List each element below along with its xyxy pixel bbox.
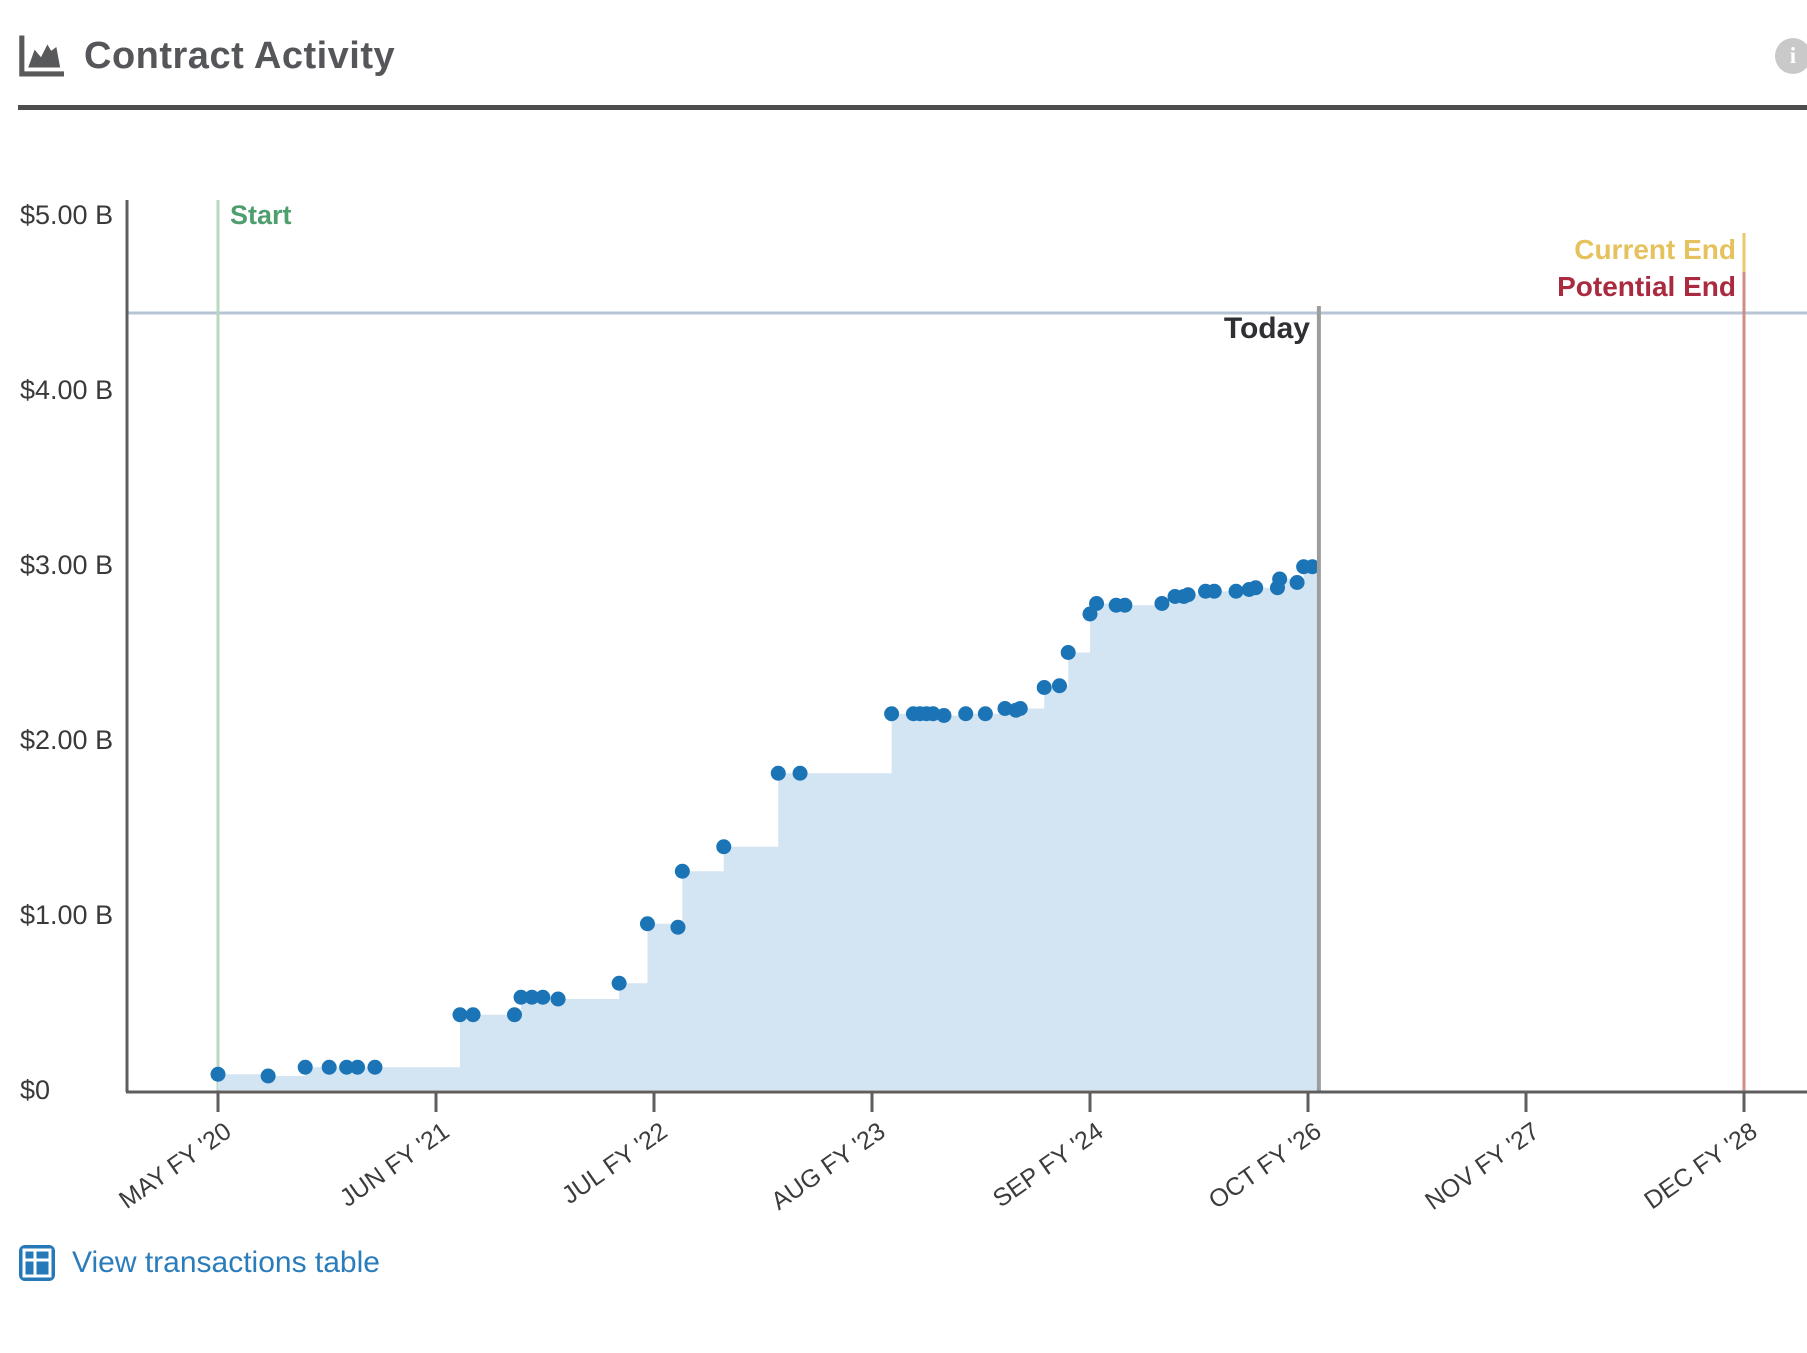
transaction-point[interactable] [716,839,732,855]
cumulative-area [218,566,1319,1090]
transaction-point[interactable] [465,1007,481,1023]
current-end-label: Current End [1574,234,1736,265]
chart-title: Contract Activity [84,34,396,77]
y-tick-label: $5.00 B [20,200,113,230]
transaction-point[interactable] [958,706,974,722]
y-tick-label: $3.00 B [20,550,113,580]
view-transactions-table-label: View transactions table [72,1246,380,1279]
y-tick-label: $1.00 B [20,900,113,930]
transaction-point[interactable] [1248,580,1264,596]
transaction-point[interactable] [1089,596,1105,611]
info-icon[interactable]: i [1775,38,1807,74]
transaction-point[interactable] [1289,575,1305,590]
x-tick-label: JUN FY '21 [335,1117,455,1213]
transaction-point[interactable] [674,863,690,879]
x-tick-label: MAY FY '20 [114,1117,236,1214]
transaction-point[interactable] [1180,587,1196,603]
transaction-point[interactable] [1154,596,1170,611]
transaction-point[interactable] [452,1007,468,1023]
potential-end-label: Potential End [1557,271,1736,302]
transaction-point[interactable] [513,989,529,1005]
transaction-point[interactable] [524,989,540,1005]
transaction-point[interactable] [977,706,993,722]
today-label: Today [1224,312,1310,345]
y-tick-label: $4.00 B [20,375,113,405]
y-tick-label: $2.00 B [20,725,113,755]
start-label: Start [230,200,292,230]
transaction-point[interactable] [884,706,900,722]
transaction-point[interactable] [297,1059,313,1075]
transaction-points-layer [210,559,1320,1084]
header-divider [18,105,1807,110]
transaction-point[interactable] [1228,583,1244,599]
chart-header: Contract Activity [18,26,1807,86]
x-tick-label: AUG FY '23 [766,1117,890,1216]
table-icon [19,1245,55,1281]
view-transactions-table-link[interactable]: View transactions table [18,1244,380,1282]
x-tick-label: SEP FY '24 [988,1117,1109,1213]
transaction-point[interactable] [611,975,627,991]
transaction-point[interactable] [339,1059,355,1075]
transaction-point[interactable] [550,991,566,1007]
transaction-point[interactable] [670,919,686,935]
transaction-point[interactable] [1036,680,1052,695]
transaction-point[interactable] [1060,645,1076,660]
transaction-point[interactable] [936,708,952,723]
transaction-point[interactable] [1304,559,1320,575]
x-tick-label: NOV FY '27 [1420,1117,1544,1216]
y-tick-label: $0 [20,1075,50,1105]
transaction-point[interactable] [210,1066,226,1082]
transaction-point[interactable] [260,1068,276,1084]
x-tick-label: DEC FY '28 [1639,1117,1762,1215]
transaction-point[interactable] [1051,678,1067,694]
transaction-point[interactable] [367,1059,383,1075]
transaction-point[interactable] [639,916,655,932]
transaction-point[interactable] [792,765,808,781]
y-axis-labels: $5.00 B $4.00 B $3.00 B $2.00 B $1.00 B $0 [20,200,113,1105]
transaction-point[interactable] [535,989,551,1005]
transaction-point[interactable] [1272,571,1288,587]
transaction-point[interactable] [770,765,786,781]
x-tick-label: OCT FY '26 [1204,1117,1327,1215]
x-axis-ticks: MAY FY '20 JUN FY '21 JUL FY '22 AUG FY '23… [114,1092,1762,1216]
transaction-point[interactable] [350,1059,366,1075]
transaction-point[interactable] [1117,597,1133,613]
transaction-point[interactable] [1012,701,1028,716]
x-tick-label: JUL FY '22 [557,1117,673,1210]
info-icon-glyph: i [1789,43,1797,68]
transaction-point[interactable] [321,1059,337,1075]
cumulative-area-layer [218,566,1319,1090]
transaction-point[interactable] [506,1007,522,1023]
area-chart-icon [19,35,64,77]
transaction-point[interactable] [1206,583,1222,599]
